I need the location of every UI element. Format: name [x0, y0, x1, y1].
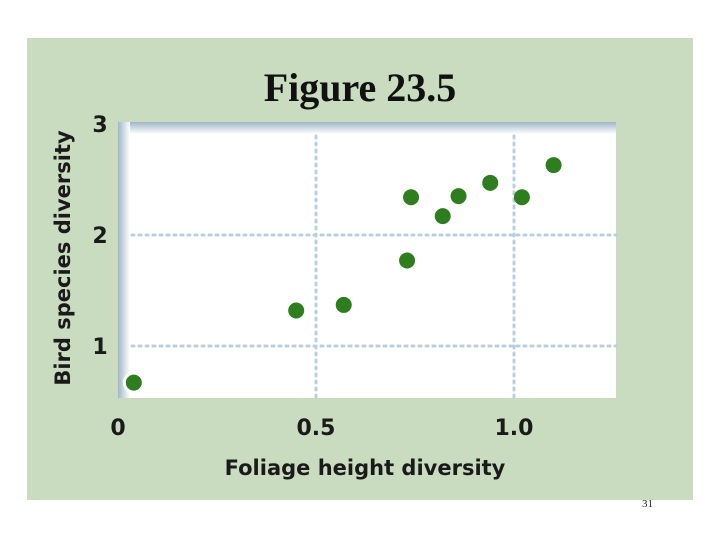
y-tick-label: 3 — [92, 113, 107, 138]
data-point — [335, 296, 352, 313]
x-tick-label: 0.5 — [297, 416, 336, 441]
y-tick-label: 1 — [92, 335, 107, 360]
data-point — [513, 189, 530, 206]
data-point — [399, 252, 416, 269]
slide-title-text: Figure 23.5 — [263, 65, 457, 110]
data-point — [403, 189, 420, 206]
x-tick-label: 0 — [110, 416, 125, 441]
x-tick-label: 1.0 — [495, 416, 534, 441]
data-point — [125, 374, 142, 391]
data-point — [434, 208, 451, 225]
data-point — [545, 157, 562, 174]
data-point — [288, 302, 305, 319]
data-point — [450, 188, 467, 205]
plot-top-shade — [118, 122, 616, 134]
plot-left-shade — [118, 122, 130, 398]
page-number: 31 — [642, 498, 653, 510]
x-axis-label: Foliage height diversity — [225, 456, 506, 480]
y-tick-label: 2 — [92, 224, 107, 249]
y-axis-label: Bird species diversity — [51, 130, 75, 386]
data-point — [482, 174, 499, 191]
slide-title: Figure 23.5 — [0, 68, 720, 108]
plot-area — [118, 122, 616, 398]
